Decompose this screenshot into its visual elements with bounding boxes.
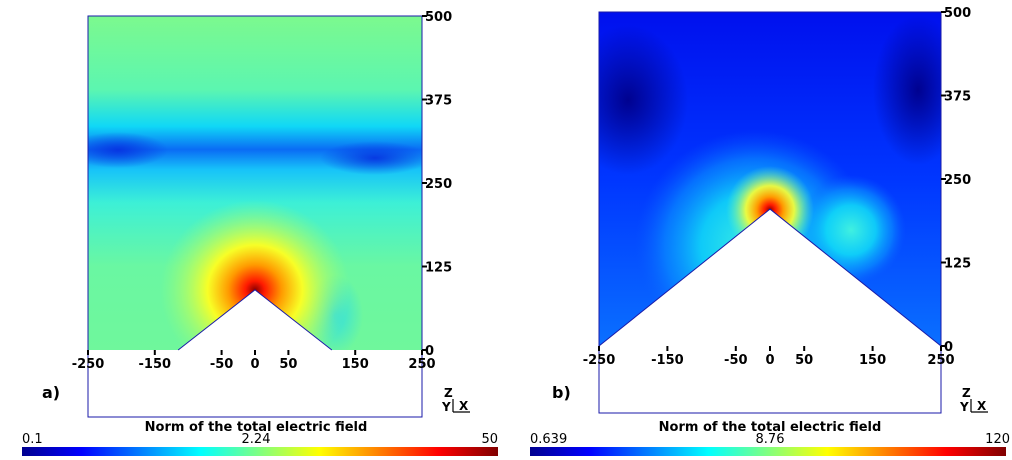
x-tick-label-a: 0: [250, 357, 259, 372]
panel-label-a: a): [42, 383, 60, 402]
x-tick-label-b: 150: [859, 353, 886, 368]
colorbar-max-label-a: 50: [481, 432, 498, 447]
y-tick-label-a: 500: [425, 10, 452, 25]
x-tick-label-b: 250: [927, 353, 954, 368]
y-axis-b: 0 125 250 375 500: [941, 6, 971, 355]
x-tick-label-a: -50: [210, 357, 234, 372]
x-tick-label-a: -250: [72, 357, 105, 372]
panel-b: -250 -150 -50 0 50 150 250 0 125 250 375 500 b) Z …: [530, 6, 1010, 456]
svg-text:X: X: [459, 399, 469, 413]
x-axis-a: -250 -150 -50 0 50 150 250: [72, 350, 436, 372]
x-tick-label-b: -150: [651, 353, 684, 368]
y-axis-a: 0 125 250 375 500: [422, 10, 452, 359]
y-tick-label-b: 125: [944, 257, 971, 272]
y-tick-label-a: 375: [425, 94, 452, 109]
y-tick-label-b: 500: [944, 6, 971, 21]
y-tick-label-a: 0: [425, 344, 434, 359]
x-tick-label-a: -150: [139, 357, 172, 372]
x-tick-label-a: 250: [408, 357, 435, 372]
colorbar-max-label-b: 120: [985, 432, 1010, 447]
colorbar-b: [530, 447, 1006, 456]
colorbar-mid-label-b: 8.76: [756, 432, 785, 447]
x-tick-label-b: 50: [795, 353, 813, 368]
y-tick-label-a: 250: [425, 177, 452, 192]
colorbar-min-label-b: 0.639: [530, 432, 567, 447]
y-tick-label-b: 375: [944, 90, 971, 105]
x-tick-label-b: -50: [724, 353, 748, 368]
panel-label-b: b): [552, 383, 571, 402]
x-tick-label-a: 150: [342, 357, 369, 372]
axes-triad-b: Z Y X: [959, 386, 988, 414]
svg-text:Z: Z: [444, 386, 453, 400]
axes-triad-a: Z Y X: [441, 386, 470, 414]
panel-a: -250 -150 -50 0 50 150 250 0 125 250 375 500 a) Z …: [22, 10, 498, 456]
field-map-b: [568, 12, 963, 360]
x-tick-label-b: 0: [765, 353, 774, 368]
y-tick-label-a: 125: [425, 261, 452, 276]
x-tick-label-b: -250: [583, 353, 616, 368]
x-axis-b: -250 -150 -50 0 50 150 250: [583, 346, 955, 368]
svg-text:Z: Z: [962, 386, 971, 400]
colorbar-min-label-a: 0.1: [22, 432, 43, 447]
y-tick-label-b: 250: [944, 173, 971, 188]
colorbar-a: [22, 447, 498, 456]
field-map-a: [68, 16, 430, 380]
svg-text:Y: Y: [441, 400, 451, 414]
svg-text:X: X: [977, 399, 987, 413]
y-tick-label-b: 0: [944, 340, 953, 355]
colorbar-mid-label-a: 2.24: [242, 432, 271, 447]
x-tick-label-a: 50: [279, 357, 297, 372]
svg-text:Y: Y: [959, 400, 969, 414]
